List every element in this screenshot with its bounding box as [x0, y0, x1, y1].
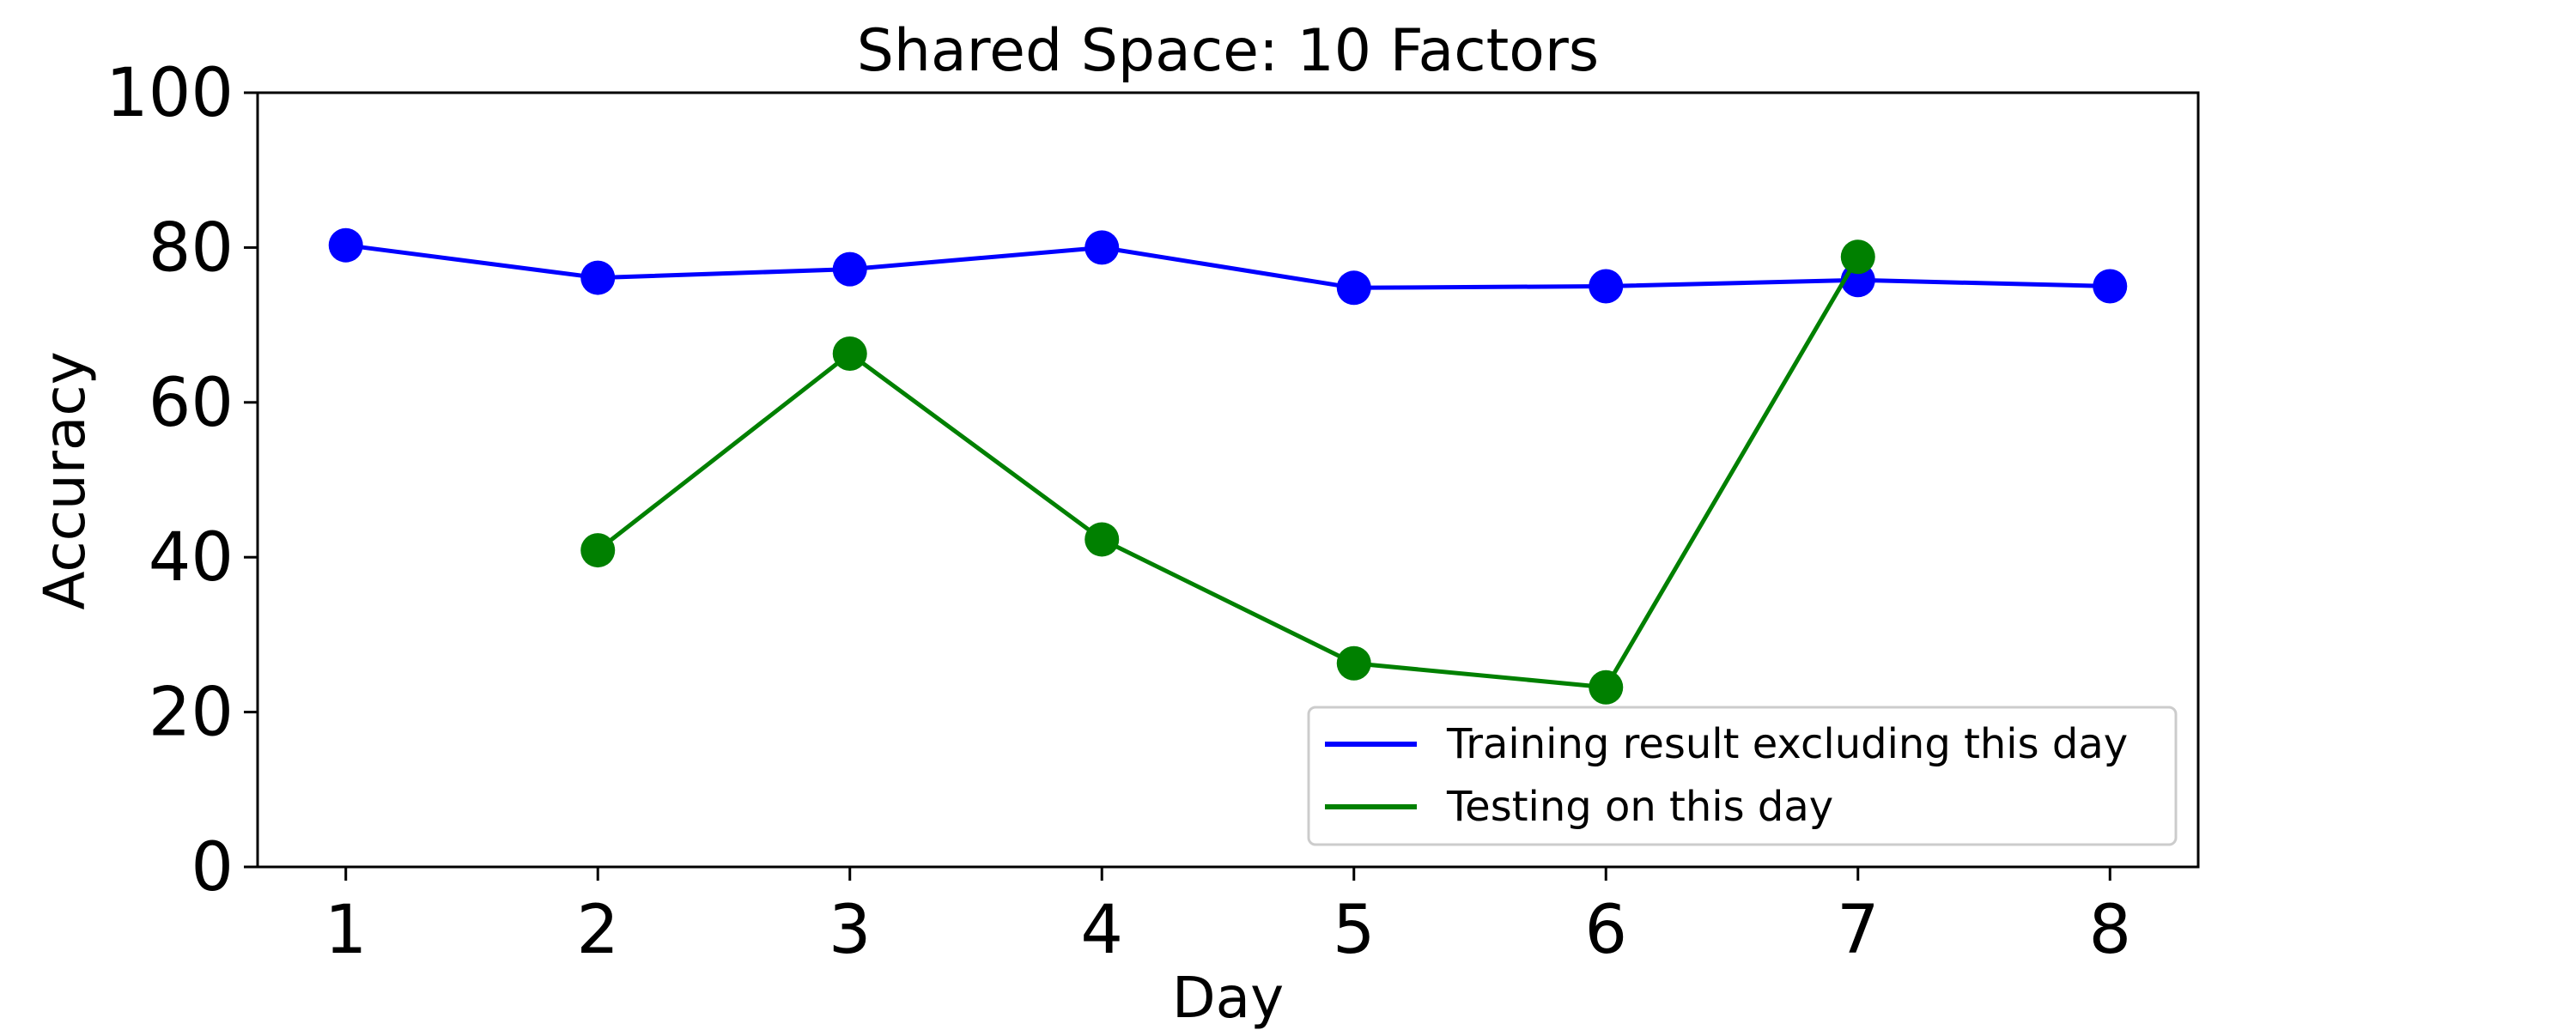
- series-line: [345, 243, 2111, 290]
- chart-title: Shared Space: 10 Factors: [857, 17, 1599, 85]
- data-point: [580, 533, 616, 568]
- y-axis-label: Accuracy: [32, 351, 98, 609]
- x-tick-label: 1: [325, 892, 368, 969]
- data-point: [1336, 270, 1371, 306]
- x-tick-label: 2: [576, 892, 619, 969]
- data-point: [1084, 230, 1120, 265]
- y-tick-label: 60: [149, 365, 234, 442]
- x-tick-label: 4: [1080, 892, 1123, 969]
- y-tick-label: 80: [149, 209, 234, 287]
- legend: Training result excluding this day Testi…: [1307, 706, 2178, 846]
- x-tick-label: 5: [1333, 892, 1376, 969]
- x-axis-label: Day: [1172, 965, 1284, 1030]
- x-tick-label: 8: [2088, 892, 2131, 969]
- series-1: [580, 239, 1875, 705]
- x-tick-label: 7: [1837, 892, 1880, 969]
- legend-box: [1307, 706, 2178, 846]
- plot-area: [328, 227, 2128, 705]
- data-point: [1589, 670, 1624, 705]
- data-point: [328, 227, 363, 263]
- y-tick-label: 100: [106, 55, 234, 132]
- data-point: [1840, 239, 1875, 275]
- y-tick-label: 40: [149, 519, 234, 597]
- data-point: [1589, 269, 1624, 304]
- data-point: [832, 336, 867, 371]
- series-line: [596, 255, 1860, 690]
- y-tick-label: 0: [191, 829, 234, 906]
- axes-frame: [256, 91, 2200, 869]
- y-tick-label: 20: [149, 675, 234, 752]
- data-point: [832, 251, 867, 287]
- data-point: [1084, 522, 1120, 557]
- data-point: [580, 260, 616, 295]
- legend-label-testing: Testing on this day: [1446, 783, 1833, 831]
- series-0: [328, 227, 2128, 306]
- data-point: [1336, 645, 1371, 681]
- legend-label-training: Training result excluding this day: [1446, 720, 2128, 768]
- x-tick-label: 6: [1584, 892, 1627, 969]
- x-tick-label: 3: [829, 892, 872, 969]
- data-point: [2093, 269, 2128, 304]
